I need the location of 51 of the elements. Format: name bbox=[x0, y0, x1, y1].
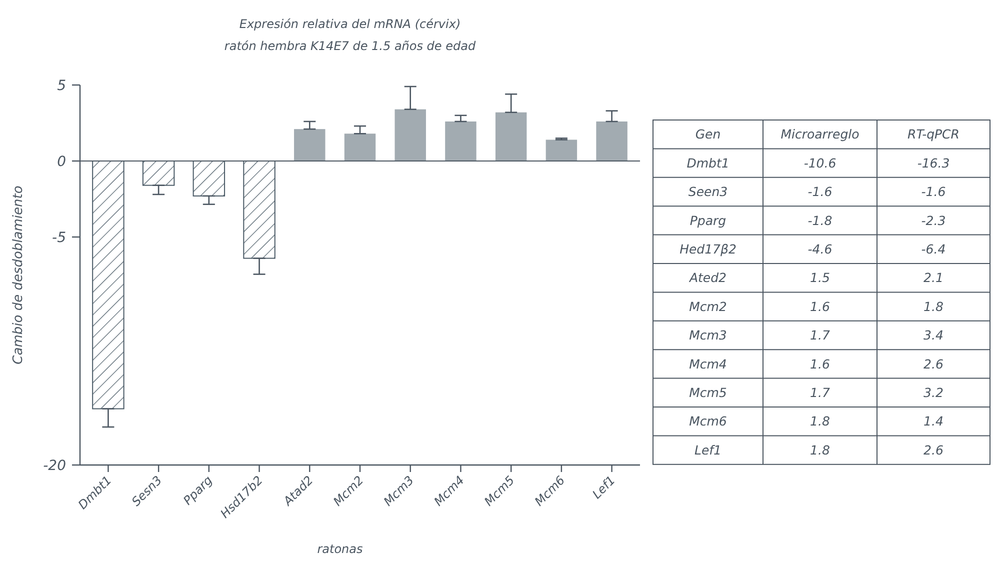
data-label: -6.4 bbox=[921, 242, 946, 257]
category-label: Mcm5 bbox=[689, 385, 727, 400]
data-label: -4.6 bbox=[808, 242, 832, 257]
chart-subtitle: ratón hembra K14E7 de 1.5 años de edad bbox=[224, 39, 476, 53]
y-tick-label: -5 bbox=[52, 230, 66, 246]
y-tick-label: 5 bbox=[57, 78, 66, 94]
category-label: Dmbt1 bbox=[686, 155, 730, 170]
data-label: 1.8 bbox=[924, 298, 944, 314]
category-label: Ated2 bbox=[688, 270, 727, 286]
bar bbox=[394, 109, 426, 161]
category-label: Mcm6 bbox=[689, 414, 727, 429]
category-label: Lef1 bbox=[694, 442, 722, 458]
data-label: 2.6 bbox=[924, 356, 944, 372]
category-label: Mcm4 bbox=[689, 356, 727, 372]
data-label: 1.4 bbox=[924, 414, 944, 429]
data-label: 2.1 bbox=[924, 270, 944, 286]
data-label: 1.7 bbox=[810, 328, 830, 343]
data-label: 1.5 bbox=[810, 270, 830, 286]
data-label: 3.4 bbox=[924, 328, 944, 343]
text: Gen bbox=[695, 126, 721, 142]
y-axis-title: Cambio de desdoblamiento bbox=[11, 186, 26, 364]
data-label: -1.6 bbox=[808, 184, 832, 200]
text: Microarreglo bbox=[780, 126, 860, 142]
category-label: Seen3 bbox=[688, 184, 728, 200]
data-label: 1.8 bbox=[810, 442, 830, 458]
data-label: -2.3 bbox=[921, 212, 946, 228]
bar bbox=[495, 112, 527, 161]
data-label: 1.6 bbox=[810, 356, 830, 372]
bar bbox=[344, 134, 376, 161]
bar bbox=[596, 121, 628, 161]
x-axis-title: ratonas bbox=[317, 542, 363, 556]
category-label: Pparg bbox=[690, 212, 726, 228]
category-label: Hed17β2 bbox=[680, 242, 736, 257]
data-label: -1.6 bbox=[921, 184, 946, 200]
data-label: 1.8 bbox=[810, 414, 830, 429]
y-tick-label: 0 bbox=[57, 154, 66, 170]
data-label: -1.8 bbox=[808, 212, 832, 228]
bar bbox=[445, 121, 476, 161]
category-label: Mcm3 bbox=[689, 328, 727, 343]
bar bbox=[546, 140, 578, 161]
category-label: Mcm2 bbox=[689, 298, 727, 314]
data-label: 1.6 bbox=[810, 298, 830, 314]
text: RT-qPCR bbox=[908, 126, 960, 142]
data-label: -16.3 bbox=[917, 155, 950, 170]
data-label: -10.6 bbox=[804, 155, 836, 170]
data-label: 2.6 bbox=[924, 442, 944, 458]
bar bbox=[294, 129, 326, 161]
data-label: 1.7 bbox=[810, 385, 830, 400]
chart-title: Expresión relativa del mRNA (cérvix) bbox=[239, 17, 461, 31]
y-tick-label: -20 bbox=[43, 458, 66, 474]
data-label: 3.2 bbox=[924, 385, 944, 400]
